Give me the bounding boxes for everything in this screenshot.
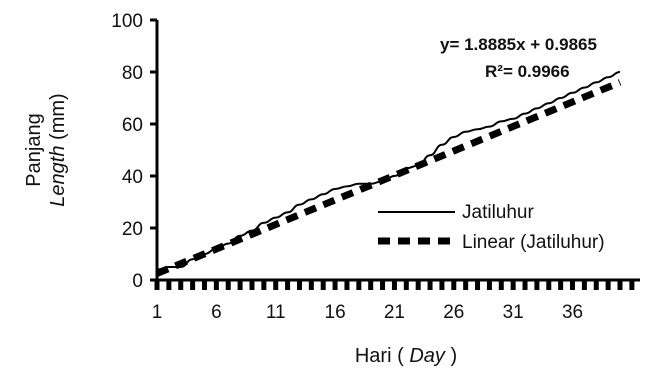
x-tick-label: 1 (152, 302, 163, 323)
y-tick-label: 60 (122, 115, 143, 136)
y-tick-label: 0 (132, 271, 143, 292)
x-tick-label: 21 (384, 302, 405, 323)
y-tick-label: 100 (111, 11, 143, 32)
x-axis-title-main: Hari (355, 345, 392, 367)
legend: Jatiluhur Linear (Jatiluhur) (378, 202, 605, 253)
series-line-linear-trend (155, 79, 622, 277)
y-axis-title-bottom: Length (mm) (47, 93, 69, 206)
x-tick-label: 16 (325, 302, 346, 323)
y-axis-title-top: Panjang (23, 113, 45, 186)
y-tick-label: 40 (122, 167, 143, 188)
x-tick-label: 11 (266, 302, 286, 323)
legend-label-jatiluhur: Jatiluhur (462, 202, 534, 223)
legend-label-linear: Linear (Jatiluhur) (462, 232, 605, 253)
y-tick-label: 80 (122, 63, 143, 84)
x-tick-label: 6 (211, 302, 222, 323)
x-axis-title-italic: Day (409, 345, 446, 367)
x-tick-label: 31 (503, 302, 524, 323)
x-axis-title: Hari ( Day ) (355, 345, 457, 367)
regression-equation: y= 1.8885x + 0.9865 (440, 35, 597, 54)
x-tick-label: 36 (562, 302, 583, 323)
y-axis-title-italic: Length (47, 146, 69, 207)
y-axis-title-unit: (mm) (47, 93, 69, 140)
x-tick-label: 26 (443, 302, 464, 323)
r-squared-label: R²= 0.9966 (485, 62, 570, 81)
y-tick-label: 20 (122, 219, 143, 240)
